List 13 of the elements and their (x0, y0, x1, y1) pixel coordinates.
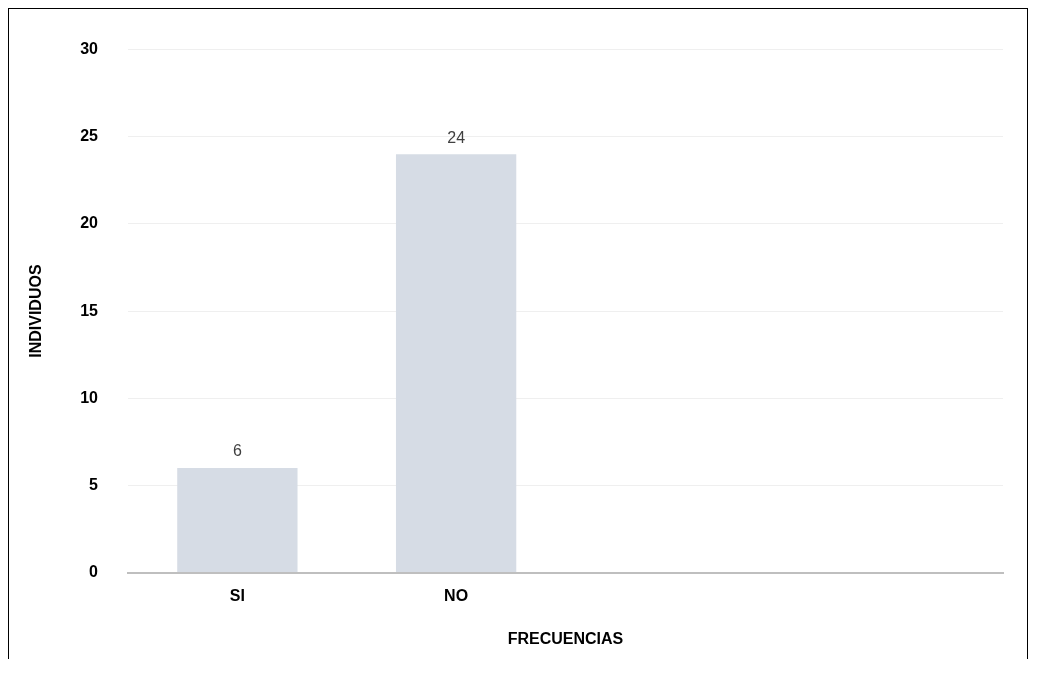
y-tick-label: 5 (89, 475, 99, 493)
y-tick-label: 30 (80, 40, 99, 58)
y-tick-label: 15 (80, 301, 99, 319)
y-tick-label: 0 (89, 563, 99, 581)
x-tick-label: NO (444, 586, 469, 604)
y-tick-label: 25 (80, 127, 99, 145)
x-axis-title: FRECUENCIAS (507, 629, 624, 647)
y-tick-label: 20 (80, 214, 99, 232)
y-axis-title: INDIVIDUOS (27, 264, 45, 358)
x-tick-label: SI (229, 586, 245, 604)
data-label: 24 (447, 128, 466, 146)
y-tick-label: 10 (80, 388, 99, 406)
data-label: 6 (232, 442, 242, 460)
